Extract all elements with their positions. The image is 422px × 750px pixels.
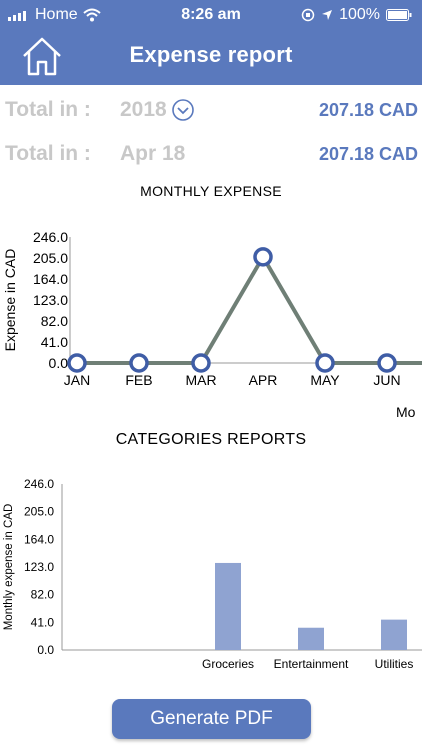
data-point (253, 247, 273, 267)
bar (381, 619, 407, 650)
monthly-expense-chart: 0.0 41.0 82.0 123.0 164.0 205.0 246.0 Expense i… (2, 229, 422, 420)
x-tick-label: JUN (373, 372, 400, 388)
y-tick-label: 164.0 (33, 271, 68, 287)
monthly-chart-title: MONTHLY EXPENSE (140, 183, 282, 199)
data-point (191, 353, 211, 373)
wifi-icon (83, 8, 101, 22)
x-tick-label: MAR (185, 372, 216, 388)
year-value: 2018 (120, 98, 167, 121)
x-tick-label: Utilities (375, 657, 414, 671)
series-line (77, 254, 422, 365)
y-tick-label: 205.0 (33, 250, 68, 266)
battery-icon (386, 9, 412, 21)
generate-pdf-button[interactable]: Generate PDF (112, 699, 311, 739)
data-point (377, 353, 397, 373)
x-tick-label: Groceries (202, 657, 254, 671)
y-tick-label: 123.0 (24, 560, 54, 574)
y-tick-label: 0.0 (49, 355, 69, 371)
y-tick-label: 246.0 (33, 229, 68, 245)
total-year-row: Total in : 2018 207.18 CAD (0, 98, 422, 128)
y-axis-label: Monthly expense in CAD (3, 504, 15, 631)
x-tick-label: FEB (125, 372, 152, 388)
month-value: Apr 18 (120, 142, 186, 165)
total-year-label: Total in : (5, 98, 91, 121)
bar (298, 627, 324, 650)
y-tick-label: 246.0 (24, 477, 54, 491)
orientation-lock-icon (301, 8, 315, 22)
battery-percent: 100% (339, 6, 380, 23)
total-month-amount: 207.18 CAD (318, 144, 418, 164)
y-tick-label: 41.0 (41, 334, 68, 350)
status-left: Home (8, 6, 101, 24)
x-tick-label: APR (249, 372, 278, 388)
chevron-down-icon[interactable] (171, 98, 195, 122)
y-tick-label: 123.0 (33, 292, 68, 308)
y-tick-label: 0.0 (37, 643, 54, 657)
year-selector[interactable]: 2018 (120, 98, 195, 122)
categories-chart-title: CATEGORIES REPORTS (115, 431, 307, 448)
total-year-amount: 207.18 CAD (318, 100, 418, 120)
y-tick-label: 41.0 (31, 615, 55, 629)
y-tick-label: 205.0 (24, 505, 54, 519)
y-tick-label: 82.0 (31, 588, 55, 602)
x-axis-label: Mo (396, 404, 416, 420)
carrier-label: Home (35, 6, 78, 23)
y-tick-label: 82.0 (41, 313, 68, 329)
data-point (67, 353, 87, 373)
page-title: Expense report (129, 42, 293, 67)
signal-icon (8, 11, 26, 21)
total-month-row: Total in : Apr 18 207.18 CAD (0, 142, 422, 172)
y-axis-label: Expense in CAD (2, 249, 18, 352)
status-time: 8:26 am (181, 6, 241, 23)
location-icon (322, 10, 333, 20)
data-point (129, 353, 149, 373)
x-tick-label: JAN (64, 372, 90, 388)
status-bar: Home 8:26 am 100% (0, 0, 422, 30)
bar (215, 562, 241, 650)
total-month-label: Total in : (5, 142, 91, 165)
y-tick-label: 164.0 (24, 532, 54, 546)
categories-report-chart: 0.0 41.0 82.0 123.0 164.0 205.0 246.0 Monthly e… (3, 477, 422, 671)
home-icon[interactable] (20, 34, 64, 78)
status-right: 100% (301, 6, 412, 24)
top-bar: Home 8:26 am 100% (0, 0, 422, 85)
x-tick-label: Entertainment (274, 657, 349, 671)
x-tick-label: MAY (310, 372, 340, 388)
data-point (315, 353, 335, 373)
